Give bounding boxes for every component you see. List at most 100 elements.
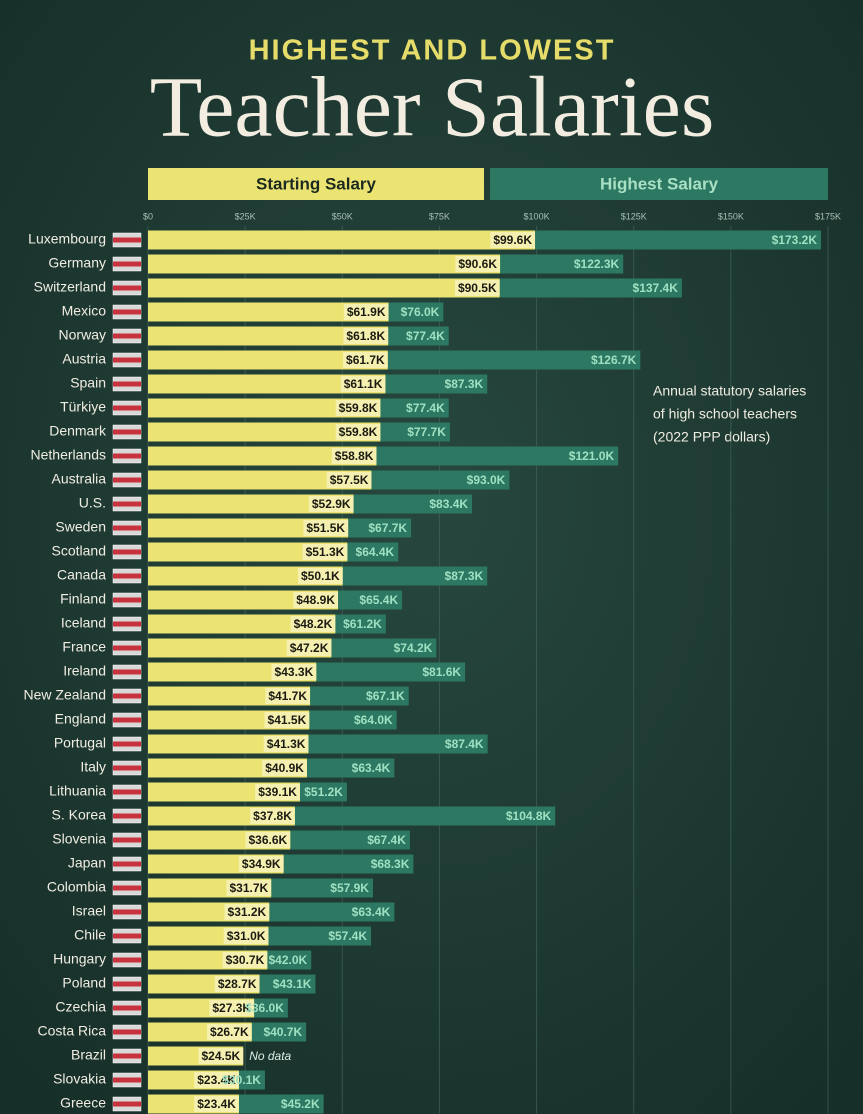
value-label: $52.9K <box>312 497 351 511</box>
y-tick-label: Iceland <box>61 615 106 631</box>
y-tick-label: Australia <box>52 471 107 487</box>
value-label-bg <box>331 448 377 464</box>
flag-stripe <box>113 1005 141 1011</box>
value-label: $23.4K <box>197 1073 236 1087</box>
flag-stripe <box>113 1053 141 1059</box>
value-label-bg <box>223 928 269 944</box>
bar <box>148 638 332 658</box>
y-tick-label: Israel <box>72 903 106 919</box>
flag-stripe <box>113 501 141 507</box>
bar <box>148 470 372 490</box>
x-tick-label: $25K <box>235 211 256 221</box>
x-tick-label: $0 <box>143 211 153 221</box>
value-label-bg <box>308 496 354 512</box>
y-tick-label: Slovenia <box>52 831 106 847</box>
value-label: $30.7K <box>226 953 265 967</box>
y-tick-label: Canada <box>57 567 106 583</box>
flag-stripe <box>113 597 141 603</box>
value-label-bg <box>245 832 291 848</box>
value-label-bg <box>271 664 317 680</box>
value-label: $87.3K <box>445 377 484 391</box>
value-label: $122.3K <box>574 257 620 271</box>
value-label: $64.4K <box>356 545 395 559</box>
y-tick-label: Mexico <box>62 303 107 319</box>
y-tick-label: Sweden <box>55 519 106 535</box>
value-label: $41.3K <box>267 737 306 751</box>
value-label-bg <box>262 760 307 776</box>
value-label: $59.8K <box>339 401 378 415</box>
value-label: $41.7K <box>268 689 307 703</box>
value-label-bg <box>194 1096 239 1112</box>
value-label: $104.8K <box>506 809 552 823</box>
y-tick-label: Hungary <box>53 951 106 967</box>
flag-stripe <box>113 957 141 963</box>
value-label-bg <box>335 424 381 440</box>
value-label: $26.7K <box>210 1025 249 1039</box>
y-tick-label: Denmark <box>49 423 107 439</box>
value-label: $28.7K <box>218 977 257 991</box>
y-tick-label: Finland <box>60 591 106 607</box>
value-label: $87.3K <box>445 569 484 583</box>
value-label: $51.2K <box>304 785 343 799</box>
flag-stripe <box>113 669 141 675</box>
flag-stripe <box>113 309 141 315</box>
value-label: $48.9K <box>296 593 335 607</box>
flag-stripe <box>113 1029 141 1035</box>
value-label-bg <box>343 328 389 344</box>
value-label: $68.3K <box>371 857 410 871</box>
bar <box>148 542 348 562</box>
y-tick-label: Poland <box>62 975 106 991</box>
value-label-bg <box>326 472 372 488</box>
bar <box>148 350 388 370</box>
value-label-bg <box>340 376 386 392</box>
y-tick-label: Scotland <box>52 543 106 559</box>
bar <box>148 398 381 418</box>
flag-stripe <box>113 357 141 363</box>
value-label: $81.6K <box>422 665 461 679</box>
bar <box>148 302 389 322</box>
value-label: $42.0K <box>268 953 307 967</box>
flag-stripe <box>113 525 141 531</box>
value-label: $24.5K <box>201 1049 240 1063</box>
value-label-bg <box>293 592 339 608</box>
value-label: $57.4K <box>328 929 367 943</box>
value-label: $36.6K <box>249 833 288 847</box>
flag-stripe <box>113 285 141 291</box>
flag-stripe <box>113 549 141 555</box>
flag-stripe <box>113 621 141 627</box>
value-label: $34.9K <box>242 857 281 871</box>
value-label: $43.1K <box>273 977 312 991</box>
value-label: $61.2K <box>343 617 382 631</box>
y-tick-label: Portugal <box>54 735 106 751</box>
value-label: $51.5K <box>306 521 345 535</box>
value-label-bg <box>238 856 284 872</box>
value-label-bg <box>343 352 388 368</box>
y-tick-label: New Zealand <box>24 687 107 703</box>
value-label: $43.3K <box>275 665 314 679</box>
value-label: $63.4K <box>352 905 391 919</box>
value-label: $65.4K <box>359 593 398 607</box>
y-tick-label: Czechia <box>55 999 106 1015</box>
value-label: $137.4K <box>633 281 679 295</box>
annotation: of high school teachers <box>653 406 797 422</box>
x-tick-label: $125K <box>621 211 647 221</box>
flag-stripe <box>113 933 141 939</box>
value-label-bg <box>250 808 295 824</box>
annotation: Annual statutory salaries <box>653 383 806 399</box>
flag-stripe <box>113 333 141 339</box>
y-tick-label: England <box>55 711 106 727</box>
value-label-bg <box>264 712 310 728</box>
value-label: $59.8K <box>339 425 378 439</box>
y-tick-label: U.S. <box>79 495 106 511</box>
value-label: $77.4K <box>406 329 445 343</box>
flag-stripe <box>113 789 141 795</box>
value-label-bg <box>454 280 500 296</box>
flag-stripe <box>113 885 141 891</box>
y-tick-label: Greece <box>60 1095 106 1111</box>
y-tick-label: Brazil <box>71 1047 106 1063</box>
value-label: $58.8K <box>335 449 374 463</box>
x-tick-label: $175K <box>815 211 841 221</box>
annotation: (2022 PPP dollars) <box>653 429 770 445</box>
value-label: $87.4K <box>445 737 484 751</box>
